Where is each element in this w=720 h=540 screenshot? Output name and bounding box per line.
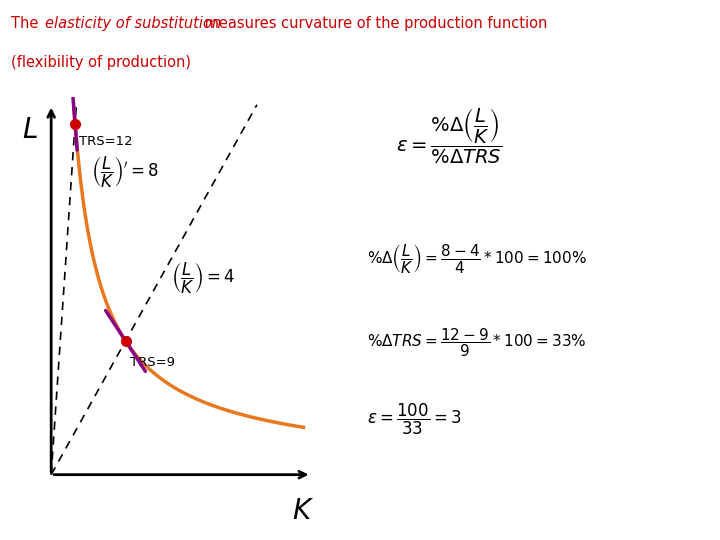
Text: $\it{K}$: $\it{K}$ xyxy=(292,497,315,525)
Text: measures curvature of the production function: measures curvature of the production fun… xyxy=(200,16,547,31)
Text: $\varepsilon = \dfrac{\%\Delta\left(\dfrac{L}{K}\right)}{\%\Delta TRS}$: $\varepsilon = \dfrac{\%\Delta\left(\dfr… xyxy=(396,107,502,166)
Text: $\left(\dfrac{L}{K}\right)' = 8$: $\left(\dfrac{L}{K}\right)' = 8$ xyxy=(91,155,159,190)
Text: TRS=9: TRS=9 xyxy=(130,356,174,369)
Text: $\it{L}$: $\it{L}$ xyxy=(22,116,38,144)
Text: (flexibility of production): (flexibility of production) xyxy=(11,55,191,70)
Text: $\varepsilon = \dfrac{100}{33} = 3$: $\varepsilon = \dfrac{100}{33} = 3$ xyxy=(367,402,462,437)
Text: $\left(\dfrac{L}{K}\right) = 4$: $\left(\dfrac{L}{K}\right) = 4$ xyxy=(171,261,235,296)
Text: elasticity of substitution: elasticity of substitution xyxy=(45,16,221,31)
Text: The: The xyxy=(11,16,42,31)
Text: $\%\Delta TRS = \dfrac{12-9}{9} * 100 = 33\%$: $\%\Delta TRS = \dfrac{12-9}{9} * 100 = … xyxy=(367,326,587,359)
Text: TRS=12: TRS=12 xyxy=(79,135,132,148)
Text: $\%\Delta\left(\dfrac{L}{K}\right) = \dfrac{8-4}{4} * 100 = 100\%$: $\%\Delta\left(\dfrac{L}{K}\right) = \df… xyxy=(367,242,587,275)
